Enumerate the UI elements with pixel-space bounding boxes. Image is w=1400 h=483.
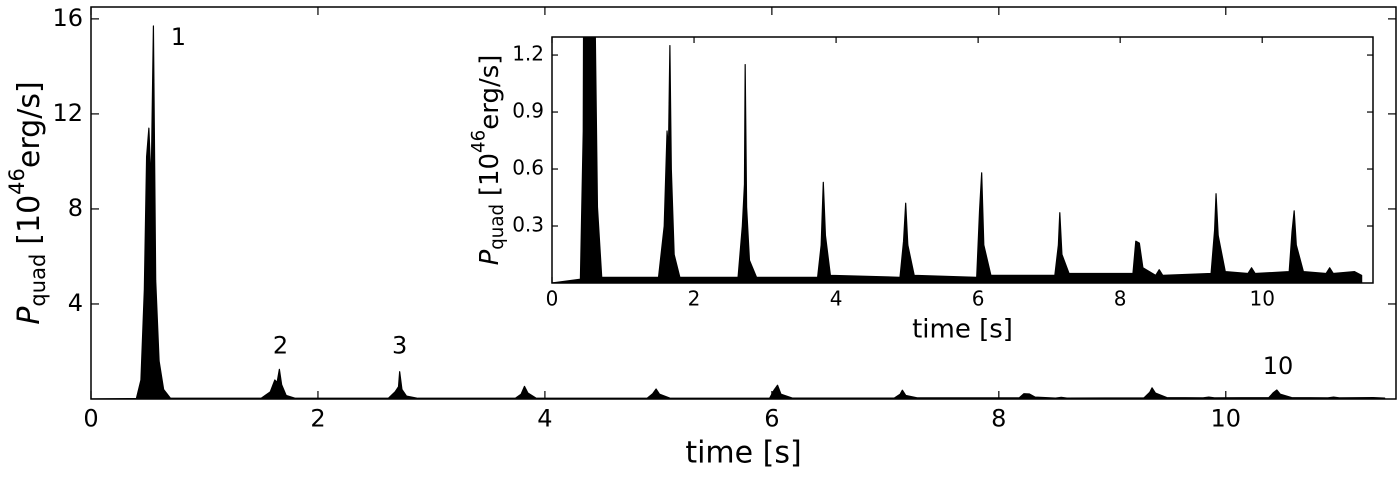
y-tick-label: 4	[68, 289, 83, 317]
y-label-text: [10	[12, 195, 47, 245]
y-label-symbol: P	[475, 249, 505, 265]
signal-area	[91, 25, 1386, 399]
y-tick-label: 16	[52, 4, 83, 32]
y-axis-label: Pquad [1046erg/s]	[469, 55, 508, 266]
x-tick-label: 2	[688, 287, 701, 311]
y-label-sup: 46	[469, 130, 490, 153]
y-tick-label: 0.3	[512, 213, 544, 237]
x-axis-label: time [s]	[912, 314, 1013, 344]
x-axis-label: time [s]	[685, 435, 801, 470]
x-tick-label: 2	[310, 404, 325, 432]
peak-annotation: 10	[1263, 352, 1294, 380]
x-tick-label: 0	[83, 404, 98, 432]
peak-annotation: 3	[392, 332, 407, 360]
y-label-sub: quad	[487, 204, 508, 250]
x-tick-label: 8	[1114, 287, 1127, 311]
y-tick-label: 8	[68, 194, 83, 222]
y-label-symbol: P	[12, 306, 47, 325]
plot-area	[91, 25, 1386, 399]
y-label-sub: quad	[26, 254, 50, 307]
x-tick-label: 6	[764, 404, 779, 432]
y-tick-label: 1.2	[512, 42, 544, 66]
y-label-unit: erg/s]	[475, 55, 505, 130]
peak-annotation: 2	[273, 332, 288, 360]
y-axis-label: Pquad [1046erg/s]	[5, 81, 50, 324]
x-tick-label: 10	[1211, 404, 1242, 432]
x-tick-label: 10	[1249, 287, 1274, 311]
y-tick-label: 12	[52, 99, 83, 127]
y-tick-label: 0.6	[512, 156, 544, 180]
x-tick-label: 4	[537, 404, 552, 432]
plot-area	[552, 37, 1363, 283]
plot-frame	[551, 36, 1374, 284]
x-tick-label: 0	[546, 287, 559, 311]
signal-area	[552, 37, 1363, 283]
y-label-unit: erg/s]	[12, 81, 47, 168]
x-tick-label: 4	[830, 287, 843, 311]
x-tick-label: 6	[972, 287, 985, 311]
x-tick-label: 8	[991, 404, 1006, 432]
inset-background	[552, 37, 1373, 283]
peak-annotation: 1	[171, 23, 186, 51]
y-label-text: [10	[475, 153, 505, 196]
plot-frame	[90, 6, 1397, 400]
y-tick-label: 0.9	[512, 99, 544, 123]
y-label-sup: 46	[5, 168, 29, 195]
